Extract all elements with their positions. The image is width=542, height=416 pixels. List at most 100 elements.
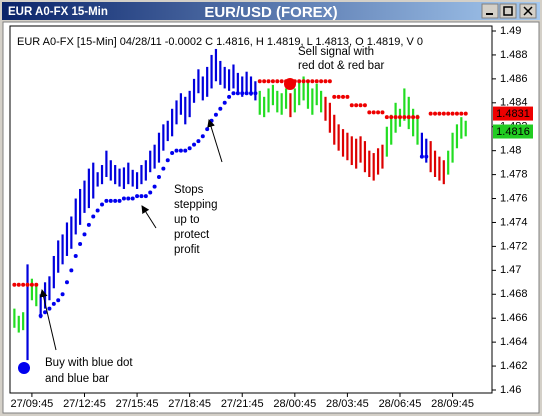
stop-dot: [446, 111, 451, 116]
stop-dot: [275, 79, 280, 84]
stop-dot: [266, 79, 271, 84]
y-tick-label: 1.466: [500, 312, 528, 324]
stop-dot: [21, 282, 26, 287]
title-bar: [2, 2, 540, 20]
stop-dot: [415, 115, 420, 120]
stop-dot: [148, 190, 153, 195]
stop-dot: [437, 111, 442, 116]
stop-dot: [389, 115, 394, 120]
stop-dot: [104, 198, 109, 203]
stop-dot: [310, 79, 315, 84]
y-tick-label: 1.484: [500, 97, 528, 109]
x-tick-label: 28/09:45: [431, 398, 474, 410]
stop-dot: [270, 79, 275, 84]
stop-dot: [200, 134, 205, 139]
stop-dot: [126, 196, 131, 201]
stop-dot: [362, 103, 367, 108]
stop-dot: [152, 184, 157, 189]
stop-dot: [314, 79, 319, 84]
stop-dot: [441, 111, 446, 116]
stop-dot: [345, 94, 350, 99]
stop-dot: [371, 110, 376, 115]
stop-dot: [297, 79, 302, 84]
stop-dot: [376, 110, 381, 115]
stop-dot: [69, 268, 74, 273]
arrow: [207, 119, 223, 163]
stop-dot: [332, 94, 337, 99]
stops-note: Stops: [174, 184, 204, 196]
stops-note: profit: [174, 244, 200, 256]
x-tick-label: 27/12:45: [63, 398, 106, 410]
chart-title: EUR/USD (FOREX): [204, 4, 337, 21]
x-tick-label: 27/15:45: [116, 398, 159, 410]
stop-dot: [121, 196, 126, 201]
stop-dot: [187, 146, 192, 151]
stop-dot: [108, 198, 113, 203]
close-icon: [523, 6, 533, 16]
x-tick-label: 27/21:45: [221, 398, 264, 410]
stop-dot: [393, 115, 398, 120]
stop-dot: [161, 166, 166, 171]
stop-dot: [113, 198, 118, 203]
stop-dot: [135, 194, 140, 199]
stop-dot: [43, 310, 48, 315]
stop-dot: [358, 103, 363, 108]
y-tick-label: 1.46: [500, 384, 521, 396]
x-tick-label: 28/00:45: [273, 398, 316, 410]
stop-dot: [174, 148, 179, 153]
y-tick-label: 1.488: [500, 49, 528, 61]
stops-note: up to: [174, 214, 200, 226]
stop-dot: [450, 111, 455, 116]
x-tick-label: 27/09:45: [10, 398, 53, 410]
minimize-button[interactable]: [481, 3, 499, 19]
sell-note: Sell signal with: [298, 46, 374, 58]
stop-dot: [341, 94, 346, 99]
stop-dot: [406, 115, 411, 120]
window-buttons[interactable]: [481, 3, 537, 19]
stop-dot: [29, 282, 34, 287]
stop-dot: [16, 282, 21, 287]
buy-note: Buy with blue dot: [45, 357, 133, 369]
price-tag: [493, 106, 533, 121]
y-tick-label: 1.486: [500, 73, 528, 85]
stop-dot: [86, 222, 91, 227]
stop-dot: [367, 110, 372, 115]
stop-dot: [56, 298, 61, 303]
stop-dot: [463, 111, 468, 116]
maximize-button[interactable]: [499, 3, 517, 19]
stop-dot: [433, 111, 438, 116]
stop-dot: [47, 306, 52, 311]
stop-dot: [64, 280, 69, 285]
stop-dot: [327, 79, 332, 84]
y-tick-label: 1.462: [500, 360, 528, 372]
y-tick-label: 1.472: [500, 240, 528, 252]
stop-dot: [205, 127, 210, 132]
stop-dot: [301, 79, 306, 84]
arrow: [141, 205, 157, 229]
stop-dot: [91, 214, 96, 219]
stop-dot: [51, 301, 56, 306]
stop-dot: [253, 91, 258, 96]
stop-dot: [170, 151, 175, 156]
y-tick-label: 1.48: [500, 145, 521, 157]
stop-dot: [183, 148, 188, 153]
stop-dot: [397, 115, 402, 120]
stop-dot: [213, 112, 218, 117]
stop-dot: [319, 79, 324, 84]
stop-dot: [459, 111, 464, 116]
sell-note: red dot & red bar: [298, 60, 384, 72]
stop-dot: [424, 154, 429, 159]
y-tick-label: 1.47: [500, 264, 521, 276]
y-tick-label: 1.464: [500, 336, 528, 348]
stop-dot: [143, 194, 148, 199]
price-tag: [493, 124, 533, 139]
stop-dot: [244, 91, 249, 96]
y-tick-label: 1.468: [500, 288, 528, 300]
stop-dot: [73, 253, 78, 258]
stop-dot: [38, 313, 43, 318]
stop-dot: [227, 94, 232, 99]
buy-note: and blue bar: [45, 373, 109, 385]
buy-marker: [18, 362, 30, 374]
stop-dot: [139, 194, 144, 199]
y-tick-label: 1.474: [500, 216, 528, 228]
